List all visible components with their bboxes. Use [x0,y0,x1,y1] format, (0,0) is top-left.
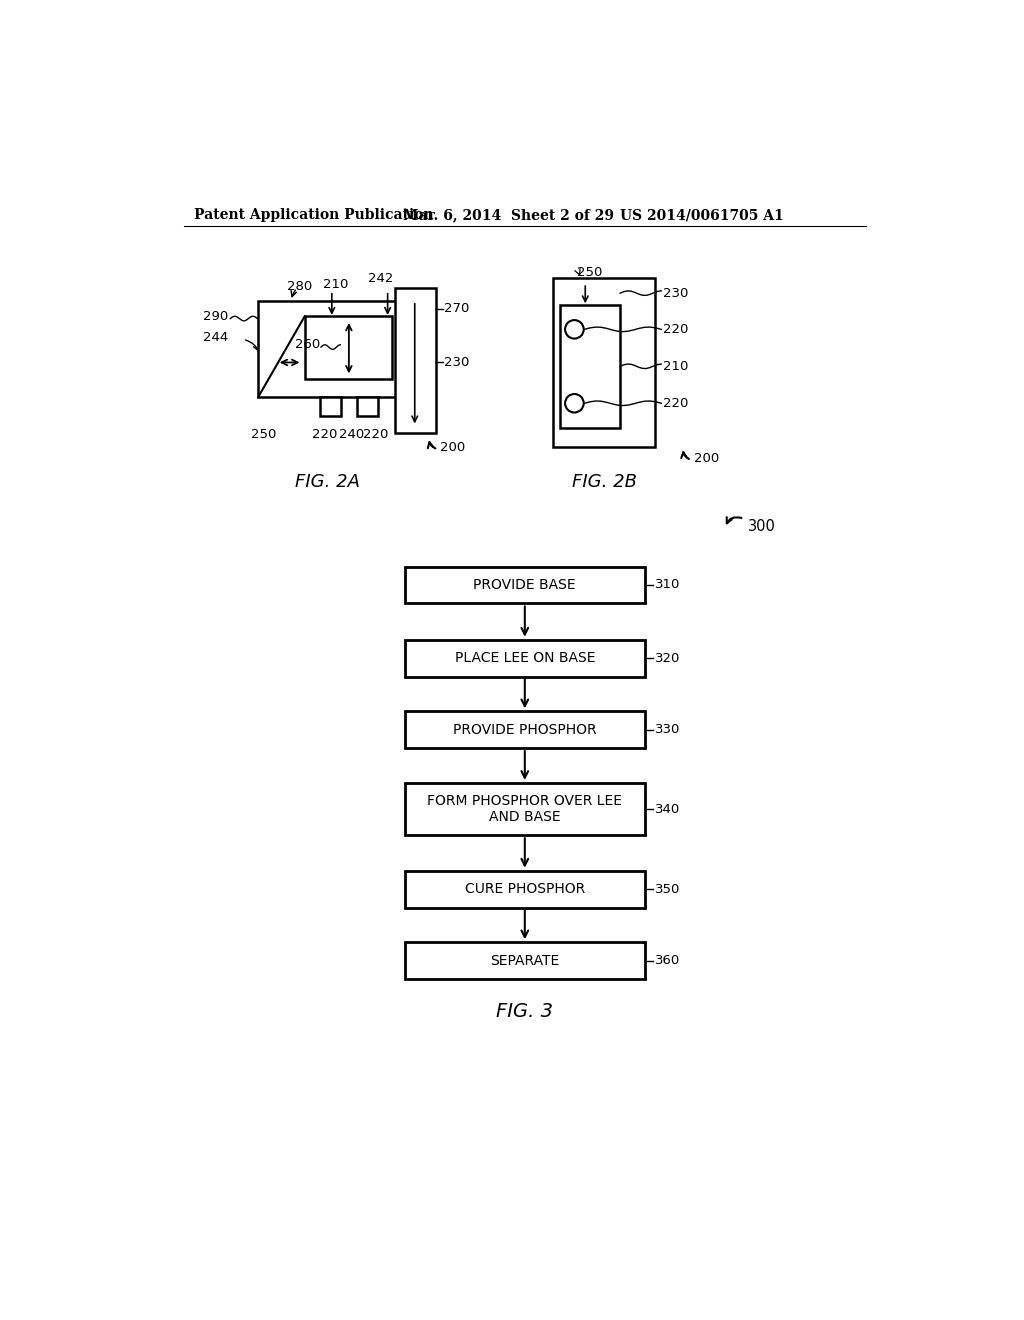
Text: 330: 330 [655,723,680,737]
Bar [305,317,391,379]
Text: AND BASE: AND BASE [489,809,560,824]
Text: 250: 250 [251,428,276,441]
Text: 270: 270 [444,302,470,315]
Bar [395,288,435,433]
Bar [404,640,645,677]
Text: 260: 260 [295,338,321,351]
Text: 290: 290 [204,310,228,323]
Bar [404,566,645,603]
Text: 310: 310 [655,578,680,591]
Text: 350: 350 [655,883,680,896]
Text: PROVIDE PHOSPHOR: PROVIDE PHOSPHOR [453,723,597,737]
Bar [258,301,435,397]
Text: 280: 280 [288,280,312,293]
Text: 210: 210 [323,277,348,290]
Bar [357,397,378,416]
Text: SEPARATE: SEPARATE [490,954,559,968]
Text: FORM PHOSPHOR OVER LEE: FORM PHOSPHOR OVER LEE [427,795,623,808]
Text: 230: 230 [663,286,688,300]
Text: 340: 340 [655,803,680,816]
Text: FIG. 2A: FIG. 2A [295,473,359,491]
Text: 242: 242 [368,272,393,285]
Text: 210: 210 [663,360,688,372]
Bar [404,711,645,748]
Bar [560,305,621,428]
Text: CURE PHOSPHOR: CURE PHOSPHOR [465,882,585,896]
Text: 320: 320 [655,652,680,665]
Text: 360: 360 [655,954,680,968]
Text: US 2014/0061705 A1: US 2014/0061705 A1 [621,209,784,223]
Text: 200: 200 [440,441,466,454]
Text: FIG. 3: FIG. 3 [497,1002,553,1020]
Bar [321,397,341,416]
Bar [404,942,645,979]
Text: FIG. 2B: FIG. 2B [572,473,637,491]
Bar [404,783,645,836]
Text: 220: 220 [312,428,338,441]
Text: Mar. 6, 2014  Sheet 2 of 29: Mar. 6, 2014 Sheet 2 of 29 [403,209,614,223]
Text: 300: 300 [748,519,776,533]
Bar [553,277,655,447]
Text: Patent Application Publication: Patent Application Publication [194,209,433,223]
Text: 240: 240 [339,428,364,441]
Text: 230: 230 [444,356,470,370]
Text: PLACE LEE ON BASE: PLACE LEE ON BASE [455,651,595,665]
Text: 220: 220 [663,397,688,409]
Text: 220: 220 [364,428,389,441]
Bar [404,871,645,908]
Text: PROVIDE BASE: PROVIDE BASE [473,578,577,591]
Text: 250: 250 [578,267,603,280]
Text: 220: 220 [663,323,688,335]
Text: 200: 200 [693,453,719,465]
Text: 244: 244 [204,330,228,343]
